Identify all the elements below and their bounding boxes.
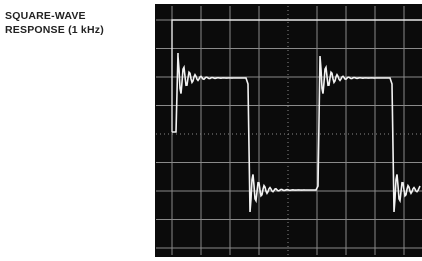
scope-screen: [0, 0, 422, 261]
page: SQUARE-WAVE RESPONSE (1 kHz) (() => { co…: [0, 0, 422, 261]
